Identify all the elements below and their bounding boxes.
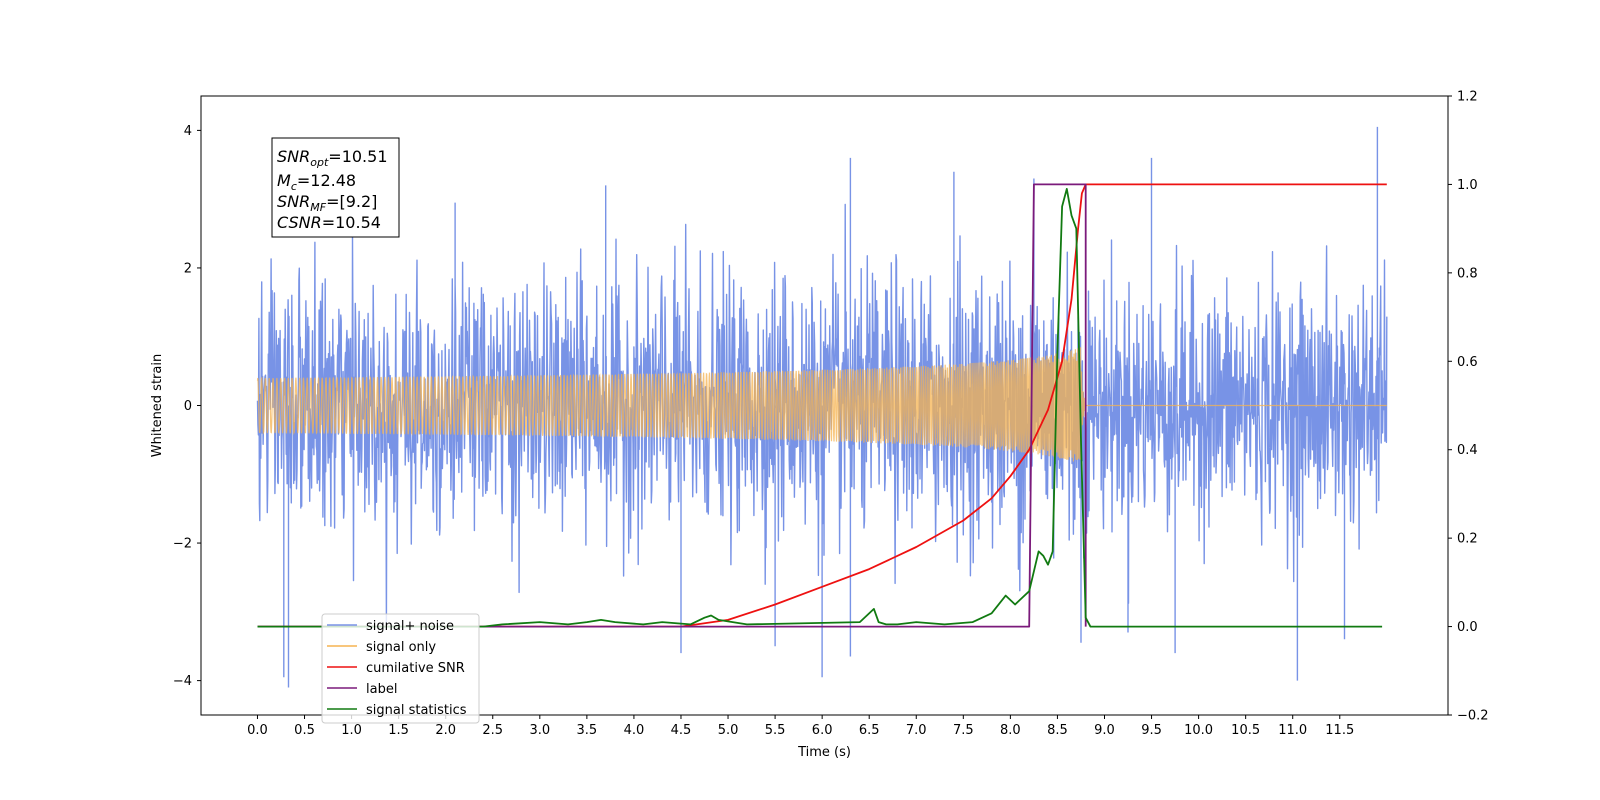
legend-label-signal-only: signal only: [366, 640, 436, 655]
x-tick-label: 4.0: [624, 723, 645, 738]
annotation-snr-opt-sub: opt: [310, 156, 329, 169]
series-cumilative-snr-line: [257, 183, 1387, 628]
y-tick-label: −2: [173, 537, 192, 552]
annotation-snr-mf-value: =[9.2]: [326, 192, 377, 211]
y-axis-title: Whitened strain: [150, 354, 165, 457]
series-signal-statistics-line: [257, 188, 1383, 628]
y-tick-label: −4: [173, 674, 192, 689]
y2-tick-label: 0.2: [1457, 532, 1478, 547]
series-label-line: [257, 183, 1087, 628]
x-axis: 0.0 0.5 1.0 1.5 2.0 2.5 3.0 3.5 4.0 4.5 5.0 5.5 6.0 6…: [247, 715, 1354, 738]
x-tick-label: 8.0: [1000, 723, 1021, 738]
y2-tick-label: −0.2: [1457, 709, 1489, 724]
annotation-snr-mf: SNRMF=[9.2]: [277, 192, 377, 214]
annotation-box: SNRopt=10.51 Mc=12.48 SNRMF=[9.2] CSNR=1…: [271, 137, 400, 238]
x-tick-label: 7.0: [906, 723, 927, 738]
y-tick-label: 0: [184, 399, 192, 414]
x-tick-label: 5.5: [765, 723, 786, 738]
y2-tick-label: 0.8: [1457, 266, 1478, 281]
x-tick-label: 10.5: [1231, 723, 1260, 738]
annotation-csnr: CSNR=10.54: [277, 213, 381, 232]
series-signal-only-line: [256, 347, 1387, 462]
x-tick-label: 8.5: [1047, 723, 1068, 738]
annotation-csnr-value: =10.54: [322, 213, 381, 232]
x-tick-label: 1.5: [388, 723, 409, 738]
y2-tick-label: 1.0: [1457, 178, 1478, 193]
y2-tick-label: 1.2: [1457, 90, 1478, 105]
x-tick-label: 11.5: [1325, 723, 1354, 738]
annotation-snr-opt-value: =10.51: [328, 147, 387, 166]
x-tick-label: 2.5: [482, 723, 503, 738]
x-tick-label: 9.0: [1094, 723, 1115, 738]
x-tick-label: 5.0: [718, 723, 739, 738]
x-tick-label: 4.5: [671, 723, 692, 738]
series-signal-noise-line: [256, 126, 1388, 688]
legend-label-cumilative-snr: cumilative SNR: [366, 661, 465, 676]
x-tick-label: 9.5: [1141, 723, 1162, 738]
x-tick-label: 11.0: [1278, 723, 1307, 738]
x-axis-title: Time (s): [797, 745, 851, 760]
x-tick-label: 3.0: [529, 723, 550, 738]
annotation-frame: [271, 137, 400, 238]
annotation-mc-value: =12.48: [297, 171, 356, 190]
annotation-snr-opt-name: SNR: [277, 147, 310, 166]
x-tick-label: 7.5: [953, 723, 974, 738]
legend-label-signal-statistics: signal statistics: [366, 703, 467, 718]
legend: signal+ noise signal only cumilative SNR…: [321, 613, 480, 724]
x-tick-label: 0.5: [294, 723, 315, 738]
y-tick-label: 4: [184, 124, 192, 139]
annotation-snr-mf-name: SNR: [277, 192, 310, 211]
legend-label-signal-noise: signal+ noise: [366, 619, 454, 634]
y-axis-left: 4 2 0 −2 −4: [173, 124, 201, 689]
annotation-mc-sub: c: [291, 180, 297, 193]
legend-frame: [321, 613, 480, 724]
x-tick-label: 1.0: [341, 723, 362, 738]
y2-tick-label: 0.4: [1457, 443, 1478, 458]
x-tick-label: 3.5: [577, 723, 598, 738]
x-tick-label: 6.5: [859, 723, 880, 738]
x-tick-label: 0.0: [247, 723, 268, 738]
x-tick-label: 6.0: [812, 723, 833, 738]
y2-tick-label: 0.6: [1457, 355, 1478, 370]
legend-label-label: label: [366, 682, 397, 697]
plot-area: [256, 126, 1388, 688]
annotation-snr-opt: SNRopt=10.51: [277, 147, 388, 169]
y2-tick-label: 0.0: [1457, 620, 1478, 635]
x-tick-label: 2.0: [435, 723, 456, 738]
annotation-mc-name: M: [277, 171, 291, 190]
annotation-mc: Mc=12.48: [277, 171, 356, 193]
y-axis-right: 1.2 1.0 0.8 0.6 0.4 0.2 0.0 −0.2: [1448, 90, 1489, 724]
x-tick-label: 10.0: [1184, 723, 1213, 738]
annotation-csnr-name: CSNR: [277, 213, 322, 232]
y-tick-label: 2: [184, 261, 192, 276]
annotation-snr-mf-sub: MF: [310, 201, 326, 214]
